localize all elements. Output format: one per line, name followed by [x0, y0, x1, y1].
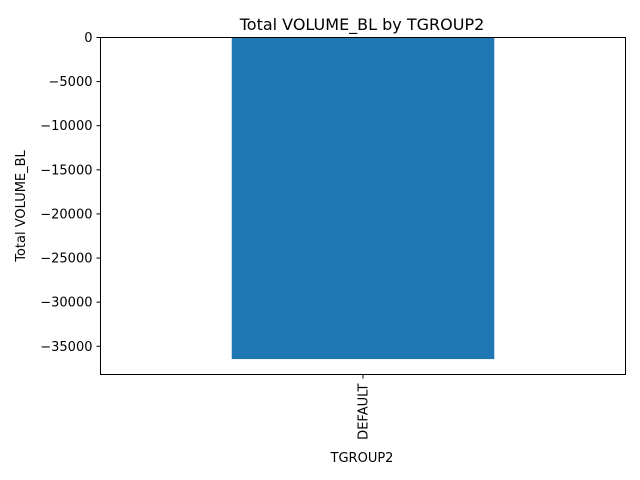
bar-default [231, 37, 495, 360]
y-axis-ticks: 0 −5000 −10000 −15000 −20000 −25000 −30000 −350… [40, 31, 101, 355]
y-tick-label: −15000 [40, 163, 92, 178]
y-tick-label: −35000 [40, 340, 92, 355]
y-tick-label: −30000 [40, 296, 92, 311]
x-tick-label: DEFAULT [357, 383, 372, 439]
x-axis-ticks: DEFAULT [357, 374, 372, 440]
y-tick-label: −5000 [49, 75, 93, 90]
plot-area [100, 37, 626, 375]
y-tick-label: −20000 [40, 207, 92, 222]
chart-title: Total VOLUME_BL by TGROUP2 [239, 15, 485, 35]
y-axis-label: Total VOLUME_BL [14, 149, 29, 262]
bars-group [231, 37, 495, 360]
y-tick-label: 0 [84, 31, 92, 46]
x-axis-label: TGROUP2 [330, 451, 394, 466]
y-tick-label: −10000 [40, 119, 92, 134]
y-tick-label: −25000 [40, 252, 92, 267]
